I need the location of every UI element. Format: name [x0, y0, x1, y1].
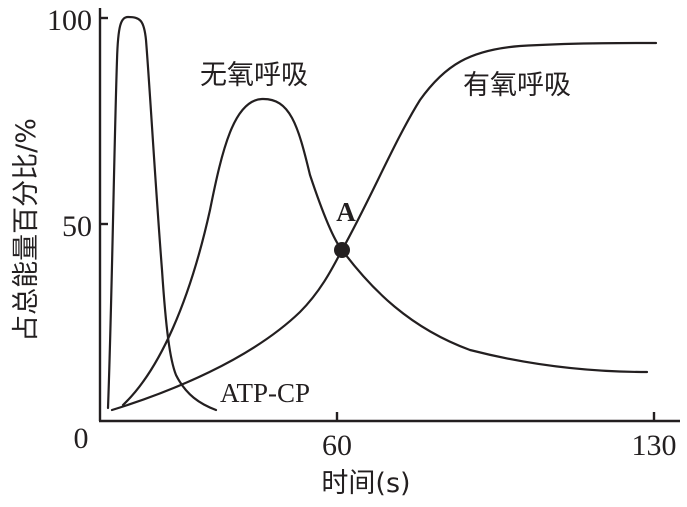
point-a-label: A [336, 197, 356, 227]
axes [98, 8, 680, 423]
aerobic-curve [110, 41, 658, 412]
curves [106, 15, 658, 412]
y-tick-label-100: 100 [47, 4, 92, 37]
aerobic-label: 有氧呼吸 [463, 70, 571, 101]
y-axis-title: 占总能量百分比/% [11, 118, 42, 342]
point-a-marker [334, 242, 350, 258]
atp-cp-label: ATP-CP [220, 378, 310, 408]
anaerobic-curve [121, 97, 649, 407]
x-axis-title: 时间(s) [321, 468, 410, 499]
origin-label: 0 [74, 422, 89, 455]
x-tick-label-60: 60 [322, 429, 352, 462]
anaerobic-label: 无氧呼吸 [200, 60, 308, 91]
atp-cp-curve [106, 15, 218, 412]
y-tick-label-50: 50 [62, 210, 92, 243]
x-tick-label-130: 130 [632, 429, 677, 462]
